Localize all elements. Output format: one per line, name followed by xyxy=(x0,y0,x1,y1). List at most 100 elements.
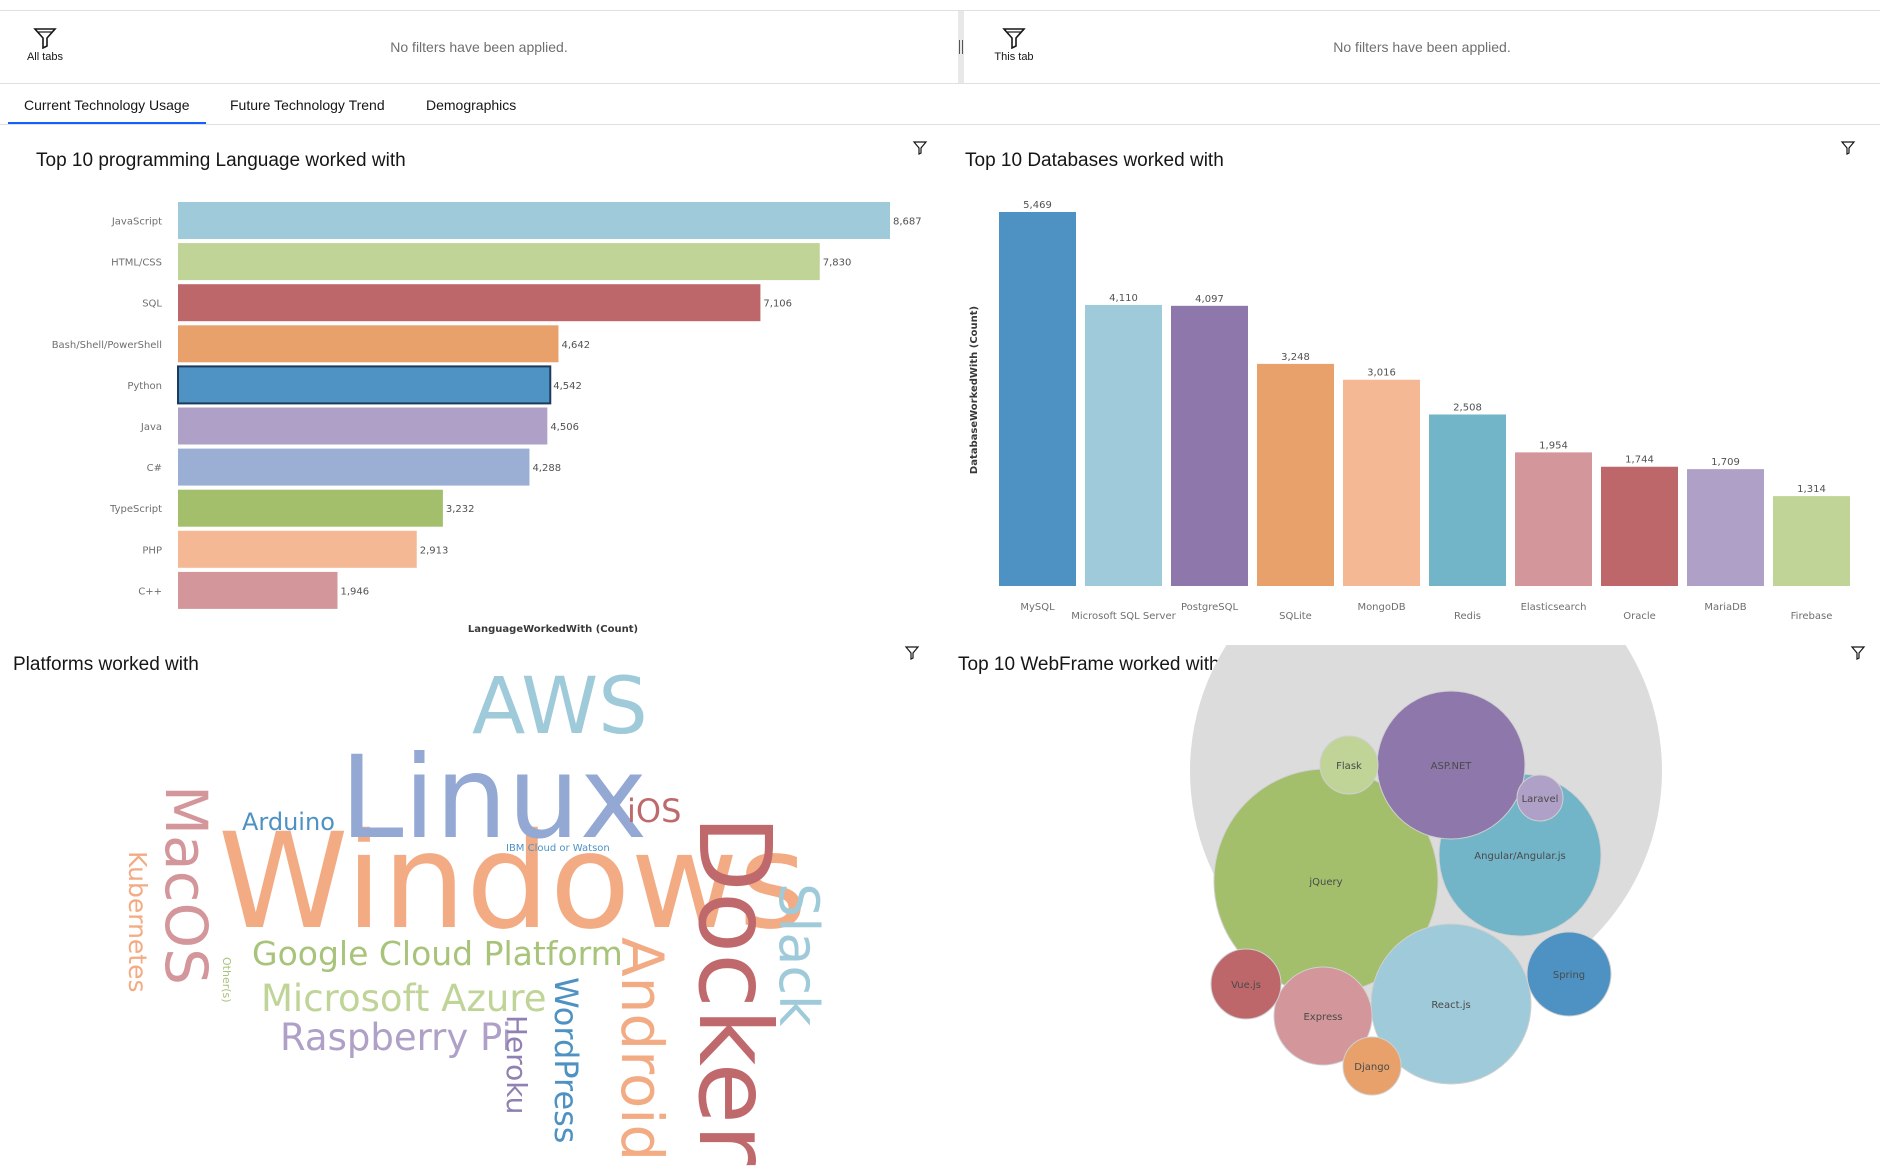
language-value-label: 4,288 xyxy=(532,463,561,474)
filter-icon xyxy=(1002,28,1026,49)
webframe-bubble[interactable]: Spring xyxy=(1526,931,1612,1017)
languages-widget: Top 10 programming Language worked with … xyxy=(0,130,940,640)
pane-divider[interactable] xyxy=(958,11,964,83)
platform-word: Heroku xyxy=(500,1015,533,1114)
database-bar[interactable] xyxy=(1687,469,1764,586)
webframe-bubble[interactable]: Vue.js xyxy=(1210,948,1282,1020)
webframes-title: Top 10 WebFrame worked with xyxy=(958,654,1220,675)
database-category-label: Redis xyxy=(1454,611,1481,622)
database-value-label: 2,508 xyxy=(1453,402,1482,413)
database-category-label: MariaDB xyxy=(1704,602,1746,613)
language-bar[interactable] xyxy=(178,202,890,239)
widget-filter-icon[interactable] xyxy=(1840,140,1856,156)
tab-demographics[interactable]: Demographics xyxy=(426,97,517,113)
webframe-bubble-circle[interactable] xyxy=(1210,948,1282,1020)
database-bar[interactable] xyxy=(1601,466,1678,586)
filter-bar: All tabs No filters have been applied. T… xyxy=(0,10,1880,84)
languages-chart: JavaScript 8,687 HTML/CSS 7,830 SQL 7,106 Bash… xyxy=(52,202,922,635)
language-value-label: 1,946 xyxy=(340,586,369,597)
widget-filter-icon[interactable] xyxy=(912,140,928,156)
language-label: C++ xyxy=(138,586,162,597)
webframe-bubble-label: Spring xyxy=(1553,970,1585,981)
database-category-label: Oracle xyxy=(1623,611,1656,622)
widget-filter-icon[interactable] xyxy=(904,645,920,661)
language-bar[interactable] xyxy=(177,365,552,405)
language-label: HTML/CSS xyxy=(111,258,162,269)
database-bar[interactable] xyxy=(1343,379,1420,586)
database-value-label: 4,110 xyxy=(1109,293,1138,304)
platform-word: Arduino xyxy=(242,808,335,836)
database-category-label: Microsoft SQL Server xyxy=(1071,611,1176,622)
language-label: Python xyxy=(127,381,162,392)
language-bar[interactable] xyxy=(178,284,761,322)
platform-word: Microsoft Azure xyxy=(261,977,547,1020)
database-value-label: 1,744 xyxy=(1625,455,1654,466)
all-tabs-filter-button[interactable]: All tabs xyxy=(20,27,70,67)
this-tab-label: This tab xyxy=(994,51,1034,63)
database-value-label: 1,954 xyxy=(1539,440,1568,451)
database-bar[interactable] xyxy=(1257,363,1334,586)
platforms-title: Platforms worked with xyxy=(13,654,199,675)
widget-filter-icon[interactable] xyxy=(1850,645,1866,661)
webframe-bubble[interactable]: Laravel xyxy=(1516,774,1564,822)
language-bar[interactable] xyxy=(178,448,530,486)
this-tab-filter-message: No filters have been applied. xyxy=(1333,39,1511,55)
webframe-bubble-circle[interactable] xyxy=(1273,966,1373,1066)
language-value-label: 4,506 xyxy=(550,422,579,433)
language-label: TypeScript xyxy=(109,504,162,515)
languages-title: Top 10 programming Language worked with xyxy=(36,150,406,171)
webframe-bubble-label: React.js xyxy=(1431,1000,1470,1011)
database-category-label: Elasticsearch xyxy=(1521,602,1587,613)
database-bar[interactable] xyxy=(1429,414,1506,586)
language-bar[interactable] xyxy=(178,325,559,363)
language-label: SQL xyxy=(142,299,162,310)
language-bar[interactable] xyxy=(178,489,443,527)
platform-word: Windows xyxy=(218,805,807,959)
tab-future-technology-trend[interactable]: Future Technology Trend xyxy=(230,97,385,113)
webframe-bubble-circle[interactable] xyxy=(1319,735,1379,795)
platform-word: Linux xyxy=(340,731,647,864)
platform-word: Kubernetes xyxy=(123,851,152,993)
webframe-bubble[interactable]: Flask xyxy=(1319,735,1379,795)
language-bar[interactable] xyxy=(178,571,338,609)
database-bar[interactable] xyxy=(1171,305,1248,586)
webframe-bubble[interactable]: ASP.NET xyxy=(1376,690,1526,840)
webframe-bubble-circle[interactable] xyxy=(1526,931,1612,1017)
webframe-bubble-circle[interactable] xyxy=(1516,774,1564,822)
database-value-label: 5,469 xyxy=(1023,200,1052,211)
database-bar[interactable] xyxy=(999,212,1076,586)
database-category-label: SQLite xyxy=(1279,611,1312,622)
webframe-bubble-label: Express xyxy=(1303,1012,1342,1023)
all-tabs-filter-message: No filters have been applied. xyxy=(390,39,568,55)
platform-word: Slack xyxy=(767,883,830,1027)
platform-word: MacOS xyxy=(152,785,220,985)
database-value-label: 4,097 xyxy=(1195,294,1224,305)
language-bar[interactable] xyxy=(178,530,417,568)
language-bar[interactable] xyxy=(178,407,548,445)
database-category-label: Firebase xyxy=(1791,611,1833,622)
database-bar[interactable] xyxy=(1515,452,1592,586)
language-value-label: 7,830 xyxy=(823,258,852,269)
database-bar[interactable] xyxy=(1085,304,1162,586)
platform-word: Raspberry Pi xyxy=(280,1016,512,1059)
webframe-bubble-label: Vue.js xyxy=(1231,980,1261,991)
platform-word: WordPress xyxy=(547,977,585,1143)
language-label: Bash/Shell/PowerShell xyxy=(52,340,162,351)
language-value-label: 8,687 xyxy=(893,217,922,228)
tab-current-technology-usage[interactable]: Current Technology Usage xyxy=(8,82,206,124)
webframe-bubble[interactable]: Django xyxy=(1342,1036,1402,1096)
language-value-label: 3,232 xyxy=(446,504,475,515)
this-tab-filter-button[interactable]: This tab xyxy=(989,27,1039,67)
platform-word: Docker xyxy=(676,815,793,1166)
database-bar[interactable] xyxy=(1773,496,1850,586)
webframes-bubble-chart: jQuery React.js Angular/Angular.js ASP.NET E… xyxy=(1190,645,1662,1096)
database-category-label: MySQL xyxy=(1020,602,1055,613)
language-label: PHP xyxy=(142,545,162,556)
language-bar[interactable] xyxy=(178,243,820,281)
resize-handle[interactable] xyxy=(959,40,963,54)
webframe-bubble-label: Laravel xyxy=(1522,794,1559,805)
webframe-bubble[interactable]: Express xyxy=(1273,966,1373,1066)
language-label: C# xyxy=(147,463,162,474)
webframe-bubble-circle[interactable] xyxy=(1342,1036,1402,1096)
